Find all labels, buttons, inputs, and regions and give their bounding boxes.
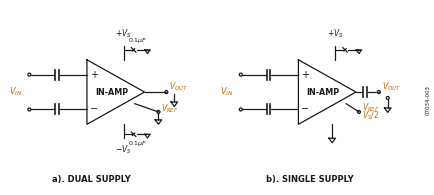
Text: $V_{OUT}$: $V_{OUT}$ bbox=[169, 81, 188, 93]
Text: +: + bbox=[301, 70, 309, 80]
Text: b). SINGLE SUPPLY: b). SINGLE SUPPLY bbox=[265, 175, 352, 184]
Text: $V_{REF}$: $V_{REF}$ bbox=[361, 102, 378, 114]
Text: 07034-003: 07034-003 bbox=[424, 85, 430, 115]
Text: $0.1\mu F$: $0.1\mu F$ bbox=[128, 36, 147, 45]
Text: +: + bbox=[90, 70, 98, 80]
Text: $0.1\mu F$: $0.1\mu F$ bbox=[128, 139, 147, 148]
Text: $+V_S$: $+V_S$ bbox=[326, 27, 343, 40]
Text: $V_{IN}$: $V_{IN}$ bbox=[220, 86, 233, 98]
Text: −: − bbox=[301, 105, 309, 114]
Text: −: − bbox=[89, 105, 98, 114]
Text: $V_S/2$: $V_S/2$ bbox=[361, 110, 378, 122]
Text: IN-AMP: IN-AMP bbox=[95, 88, 128, 97]
Text: $+V_S$: $+V_S$ bbox=[115, 27, 132, 40]
Text: $V_{OUT}$: $V_{OUT}$ bbox=[381, 81, 400, 93]
Text: $-V_S$: $-V_S$ bbox=[115, 143, 132, 156]
Text: IN-AMP: IN-AMP bbox=[306, 88, 339, 97]
Text: $V_{IN}$: $V_{IN}$ bbox=[9, 86, 22, 98]
Text: $V_{REF}$: $V_{REF}$ bbox=[161, 103, 178, 115]
Text: a). DUAL SUPPLY: a). DUAL SUPPLY bbox=[51, 175, 130, 184]
